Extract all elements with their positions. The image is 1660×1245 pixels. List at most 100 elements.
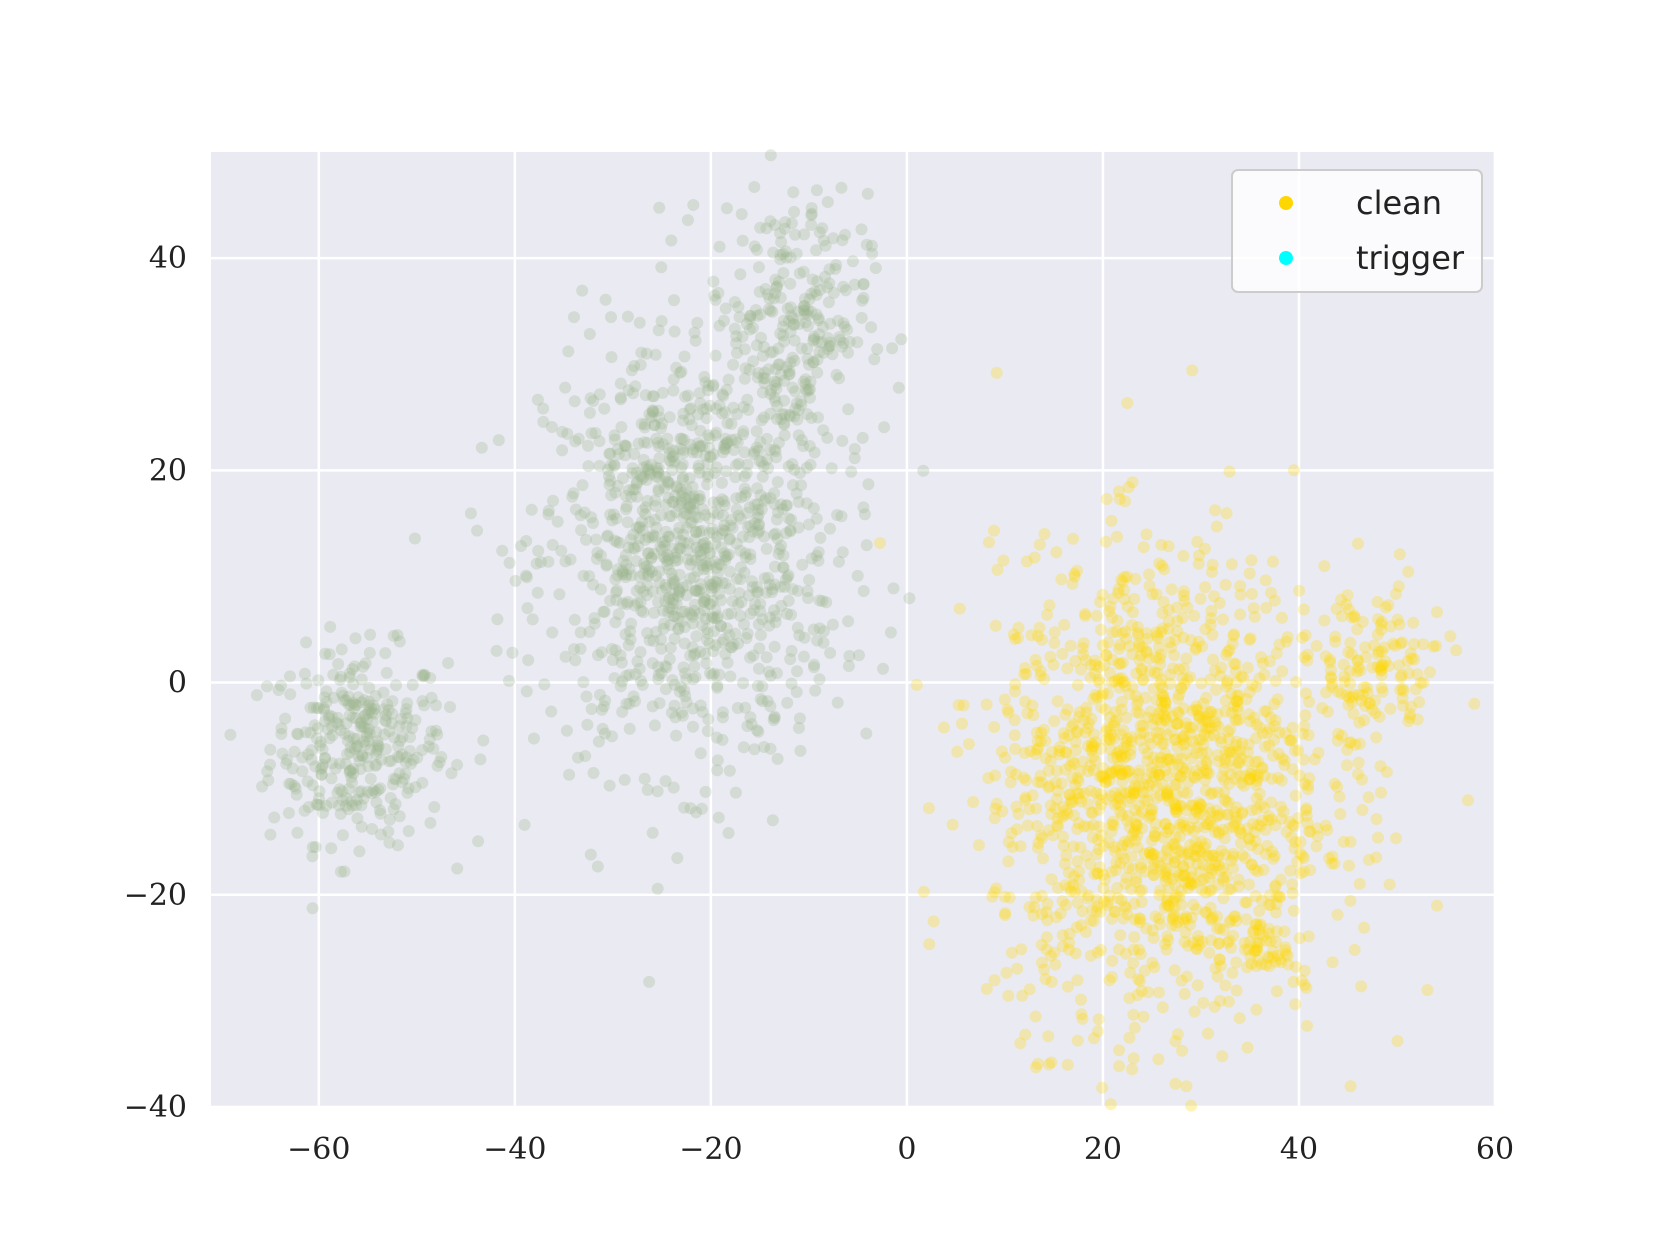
scatter-point	[633, 662, 646, 675]
scatter-point	[1148, 830, 1161, 842]
scatter-point	[704, 598, 717, 611]
scatter-point	[785, 513, 798, 526]
scatter-point	[715, 558, 728, 571]
scatter-point	[1242, 738, 1255, 751]
scatter-point	[725, 641, 738, 654]
scatter-point	[762, 462, 775, 475]
scatter-point	[1111, 751, 1124, 764]
scatter-point	[1187, 898, 1200, 911]
scatter-point	[1079, 609, 1092, 622]
scatter-point	[650, 461, 663, 474]
scatter-point	[1045, 873, 1058, 886]
scatter-point	[716, 711, 729, 724]
scatter-point	[788, 463, 801, 476]
scatter-point	[664, 641, 677, 654]
scatter-point	[688, 649, 700, 662]
scatter-point	[720, 622, 733, 635]
scatter-point	[1250, 1003, 1263, 1016]
scatter-point	[707, 645, 720, 658]
scatter-point	[808, 661, 820, 674]
scatter-point	[1168, 797, 1181, 810]
scatter-point	[798, 300, 811, 313]
scatter-point	[637, 606, 650, 619]
scatter-point	[783, 315, 795, 327]
scatter-point	[304, 701, 317, 714]
scatter-point	[716, 636, 729, 649]
scatter-point	[696, 559, 709, 572]
scatter-point	[520, 685, 533, 698]
scatter-point	[1204, 721, 1217, 734]
scatter-point	[1240, 896, 1253, 909]
scatter-point	[1289, 789, 1302, 802]
scatter-point	[433, 756, 446, 769]
scatter-point	[699, 537, 712, 550]
scatter-point	[1156, 622, 1169, 635]
scatter-point	[784, 525, 797, 538]
scatter-point	[361, 730, 374, 743]
scatter-point	[1275, 611, 1288, 624]
scatter-point	[1147, 868, 1160, 881]
scatter-point	[1071, 896, 1084, 909]
scatter-point	[650, 625, 663, 638]
scatter-point	[1046, 829, 1059, 842]
scatter-point	[804, 375, 817, 388]
scatter-point	[1298, 651, 1311, 664]
scatter-point	[1177, 549, 1190, 562]
scatter-point	[261, 765, 274, 778]
scatter-point	[299, 726, 312, 739]
scatter-point	[1222, 796, 1235, 809]
scatter-point	[568, 643, 581, 656]
scatter-point	[1221, 808, 1234, 821]
scatter-point	[334, 670, 347, 683]
scatter-point	[1302, 729, 1315, 742]
scatter-point	[629, 668, 642, 681]
scatter-point	[1090, 905, 1103, 918]
scatter-point	[1326, 850, 1339, 863]
scatter-point	[646, 585, 659, 598]
scatter-point	[1081, 892, 1094, 905]
scatter-point	[1196, 935, 1209, 948]
scatter-point	[701, 457, 714, 470]
scatter-point	[1127, 772, 1140, 785]
scatter-point	[1169, 734, 1182, 747]
scatter-point	[1195, 733, 1208, 746]
scatter-point	[741, 506, 754, 519]
scatter-point	[807, 334, 820, 347]
scatter-point	[810, 308, 823, 321]
scatter-point	[1112, 657, 1125, 670]
scatter-point	[746, 581, 759, 594]
scatter-point	[1050, 911, 1063, 924]
scatter-point	[1145, 848, 1158, 861]
scatter-point	[559, 381, 572, 394]
scatter-point	[1179, 926, 1192, 939]
scatter-point	[1049, 802, 1062, 815]
scatter-point	[725, 433, 738, 446]
scatter-point	[677, 471, 689, 484]
scatter-point	[325, 796, 338, 809]
scatter-point	[326, 757, 339, 770]
scatter-point	[349, 632, 362, 645]
scatter-point	[836, 234, 849, 247]
scatter-point	[1160, 703, 1173, 716]
scatter-point	[1270, 985, 1283, 998]
scatter-point	[1192, 557, 1205, 570]
scatter-point	[1162, 791, 1175, 804]
scatter-point	[742, 403, 755, 416]
scatter-point	[763, 611, 776, 624]
scatter-point	[1067, 532, 1079, 545]
scatter-point	[1140, 922, 1153, 935]
scatter-point	[802, 383, 815, 396]
scatter-point	[1243, 633, 1256, 646]
x-axis-ticks: −60 −40 −20 0 20 40 60	[287, 1132, 1514, 1167]
scatter-point	[698, 596, 711, 609]
scatter-point	[1169, 1077, 1182, 1090]
scatter-point	[556, 425, 569, 438]
scatter-point	[347, 696, 360, 709]
scatter-point	[764, 149, 777, 162]
scatter-point	[377, 686, 390, 699]
scatter-point	[1299, 687, 1312, 700]
scatter-point	[393, 751, 406, 764]
scatter-point	[264, 758, 276, 771]
scatter-point	[648, 606, 660, 619]
scatter-point	[758, 366, 771, 379]
